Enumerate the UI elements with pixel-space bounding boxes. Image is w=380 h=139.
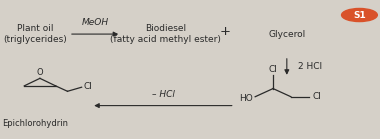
Text: Plant oil
(triglycerides): Plant oil (triglycerides) — [3, 24, 67, 44]
Text: Cl: Cl — [269, 65, 277, 74]
Text: Cl: Cl — [312, 92, 321, 101]
Text: S1: S1 — [353, 11, 366, 19]
Text: Glycerol: Glycerol — [268, 30, 306, 39]
Text: MeOH: MeOH — [81, 18, 109, 27]
Text: +: + — [220, 25, 231, 38]
Text: 2 HCl: 2 HCl — [298, 62, 322, 71]
Text: O: O — [36, 68, 43, 77]
Text: – HCl: – HCl — [152, 90, 174, 99]
Circle shape — [342, 8, 377, 22]
Text: HO: HO — [239, 94, 253, 103]
Text: Epichlorohydrin: Epichlorohydrin — [2, 119, 68, 128]
Text: Cl: Cl — [84, 82, 93, 91]
Text: Biodiesel
(fatty acid methyl ester): Biodiesel (fatty acid methyl ester) — [110, 24, 221, 44]
